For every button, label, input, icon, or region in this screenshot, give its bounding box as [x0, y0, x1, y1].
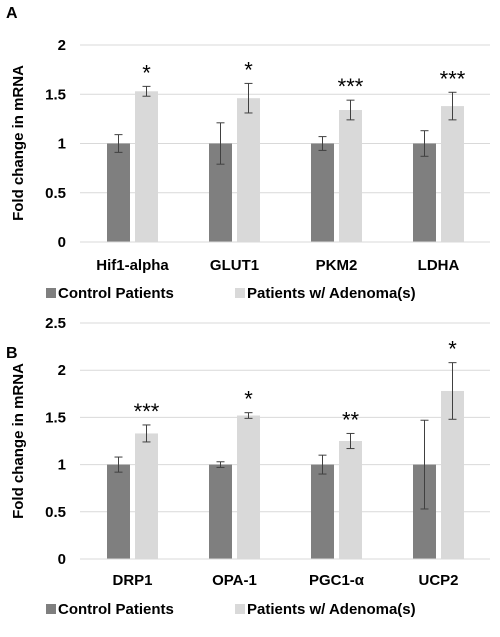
bar-adenoma-a-3 [441, 106, 464, 242]
legend-label: Patients w/ Adenoma(s) [247, 285, 416, 302]
chart-panel-a: A 0 0.5 1 1.5 2 Fold change in mRNA * Hif1-alpha… [6, 5, 490, 302]
y-tick-label: 2 [58, 362, 66, 379]
y-tick-label: 0 [58, 551, 66, 568]
y-tick-label: 2 [58, 37, 66, 54]
x-tick-label: UCP2 [418, 572, 458, 589]
legend-label: Control Patients [58, 601, 174, 618]
y-tick-label: 2.5 [45, 315, 66, 332]
legend-swatch-adenoma [235, 288, 245, 298]
bar-adenoma-b-0 [135, 433, 158, 559]
legend: Control Patients Patients w/ Adenoma(s) [46, 601, 416, 618]
y-tick-label: 1.5 [45, 86, 66, 103]
x-tick-label: GLUT1 [210, 257, 259, 274]
significance-marker: * [244, 57, 253, 82]
x-tick-label: DRP1 [112, 572, 152, 589]
significance-marker: * [142, 60, 151, 85]
y-tick-label: 1 [58, 136, 66, 153]
significance-marker: *** [134, 399, 160, 424]
bar-adenoma-b-2 [339, 441, 362, 559]
significance-marker: *** [440, 66, 466, 91]
bar-control-a-2 [311, 144, 334, 243]
bar-control-b-1 [209, 465, 232, 559]
legend-label: Control Patients [58, 285, 174, 302]
bar-adenoma-a-0 [135, 91, 158, 242]
y-tick-label: 0 [58, 234, 66, 251]
y-tick-label: 1 [58, 457, 66, 474]
bar-adenoma-a-1 [237, 98, 260, 242]
panel-label: B [6, 345, 18, 362]
x-tick-label: Hif1-alpha [96, 257, 169, 274]
bar-adenoma-a-2 [339, 110, 362, 242]
y-tick-label: 0.5 [45, 504, 66, 521]
bar-control-b-2 [311, 465, 334, 559]
significance-marker: * [448, 337, 457, 362]
significance-marker: *** [338, 74, 364, 99]
y-tick-label: 0.5 [45, 185, 66, 202]
x-tick-label: PGC1-α [309, 572, 365, 589]
y-axis-label: Fold change in mRNA [10, 65, 27, 221]
x-tick-label: LDHA [418, 257, 460, 274]
legend-swatch-control [46, 604, 56, 614]
legend: Control Patients Patients w/ Adenoma(s) [46, 285, 416, 302]
y-axis-label: Fold change in mRNA [10, 363, 27, 519]
bar-control-a-3 [413, 144, 436, 243]
x-tick-label: OPA-1 [212, 572, 257, 589]
legend-swatch-adenoma [235, 604, 245, 614]
y-tick-label: 1.5 [45, 409, 66, 426]
panel-label: A [6, 5, 18, 22]
bar-adenoma-b-1 [237, 416, 260, 559]
legend-label: Patients w/ Adenoma(s) [247, 601, 416, 618]
x-tick-label: PKM2 [316, 257, 358, 274]
legend-swatch-control [46, 288, 56, 298]
bar-control-b-0 [107, 465, 130, 559]
significance-marker: ** [342, 407, 360, 432]
significance-marker: * [244, 387, 253, 412]
bar-control-a-0 [107, 144, 130, 243]
